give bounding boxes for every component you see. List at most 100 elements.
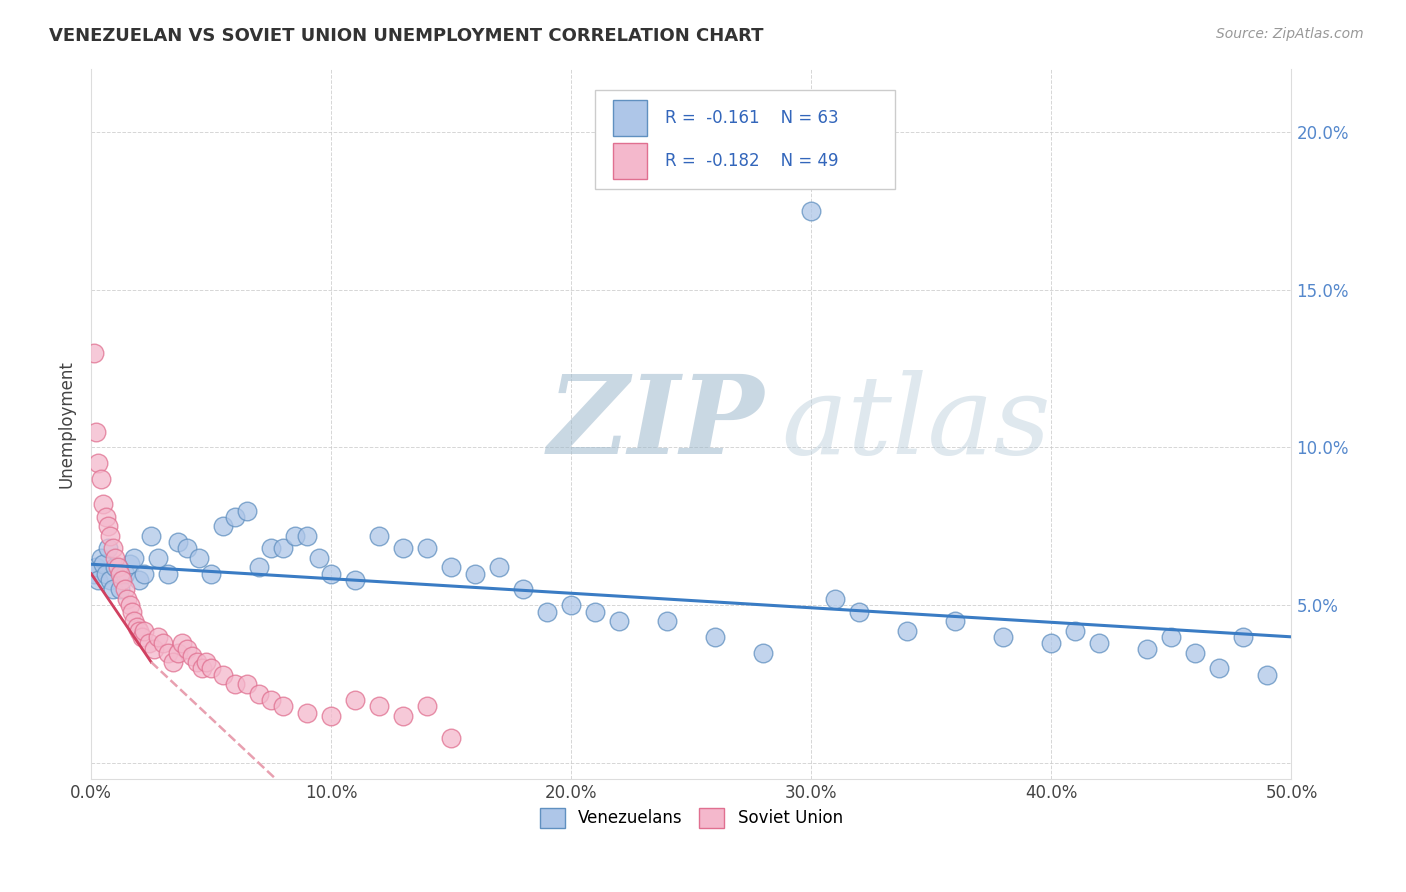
Point: [148, 550, 170, 565]
Point: [131, 630, 153, 644]
Point: [752, 646, 775, 660]
Legend: Venezuelans, Soviet Union: Venezuelans, Soviet Union: [533, 801, 849, 835]
Point: [583, 605, 606, 619]
Point: [321, 566, 343, 581]
Point: [166, 535, 188, 549]
Text: Source: ZipAtlas.com: Source: ZipAtlas.com: [1216, 27, 1364, 41]
Point: [1136, 642, 1159, 657]
Point: [91, 558, 114, 572]
Point: [607, 614, 630, 628]
Point: [84, 560, 107, 574]
Point: [295, 529, 318, 543]
Point: [824, 591, 846, 606]
Point: [108, 566, 131, 581]
Point: [368, 529, 391, 543]
Point: [368, 699, 391, 714]
Point: [125, 620, 148, 634]
Point: [188, 550, 211, 565]
Point: [200, 566, 222, 581]
Point: [212, 667, 235, 681]
Point: [118, 599, 141, 613]
Point: [344, 573, 367, 587]
Point: [260, 693, 283, 707]
Point: [141, 529, 163, 543]
Point: [101, 541, 124, 556]
Point: [560, 599, 582, 613]
Point: [172, 636, 194, 650]
Point: [271, 699, 294, 714]
Point: [121, 605, 143, 619]
Point: [392, 541, 415, 556]
Point: [224, 509, 246, 524]
Point: [416, 541, 439, 556]
Point: [115, 591, 138, 606]
Point: [943, 614, 966, 628]
Point: [464, 566, 486, 581]
FancyBboxPatch shape: [613, 101, 647, 136]
Text: atlas: atlas: [782, 370, 1050, 477]
Point: [166, 646, 188, 660]
Point: [440, 560, 463, 574]
Point: [108, 582, 131, 597]
Point: [416, 699, 439, 714]
Point: [200, 661, 222, 675]
Point: [98, 529, 121, 543]
Point: [107, 560, 129, 574]
Point: [128, 624, 150, 638]
Point: [118, 558, 141, 572]
Point: [83, 566, 105, 581]
Point: [1256, 667, 1278, 681]
Point: [186, 655, 208, 669]
Point: [1208, 661, 1230, 675]
Point: [152, 636, 174, 650]
Point: [271, 541, 294, 556]
Point: [101, 582, 124, 597]
Point: [176, 642, 198, 657]
Point: [104, 560, 127, 574]
Point: [308, 550, 330, 565]
Point: [247, 687, 270, 701]
FancyBboxPatch shape: [613, 143, 647, 178]
Point: [1064, 624, 1087, 638]
Point: [114, 582, 136, 597]
Point: [1040, 636, 1063, 650]
Point: [657, 614, 679, 628]
Point: [156, 566, 179, 581]
Point: [344, 693, 367, 707]
Point: [132, 624, 155, 638]
Point: [1184, 646, 1206, 660]
Point: [83, 345, 105, 359]
Point: [1088, 636, 1111, 650]
Point: [111, 573, 134, 587]
Point: [704, 630, 727, 644]
Point: [236, 677, 259, 691]
Point: [212, 519, 235, 533]
Point: [124, 550, 146, 565]
Point: [284, 529, 307, 543]
Point: [90, 550, 112, 565]
Point: [148, 630, 170, 644]
Point: [260, 541, 283, 556]
Point: [392, 708, 415, 723]
Point: [162, 655, 184, 669]
Point: [91, 497, 114, 511]
Point: [104, 550, 127, 565]
Point: [94, 509, 117, 524]
Point: [536, 605, 558, 619]
Point: [512, 582, 534, 597]
Point: [236, 503, 259, 517]
Text: R =  -0.182    N = 49: R = -0.182 N = 49: [665, 152, 838, 169]
Point: [1160, 630, 1182, 644]
Point: [138, 636, 160, 650]
Point: [176, 541, 198, 556]
Point: [84, 425, 107, 439]
Point: [128, 573, 150, 587]
Point: [190, 661, 212, 675]
Point: [156, 646, 179, 660]
Point: [90, 472, 112, 486]
Text: VENEZUELAN VS SOVIET UNION UNEMPLOYMENT CORRELATION CHART: VENEZUELAN VS SOVIET UNION UNEMPLOYMENT …: [49, 27, 763, 45]
Point: [848, 605, 870, 619]
Point: [195, 655, 218, 669]
Point: [87, 456, 110, 470]
Point: [896, 624, 918, 638]
